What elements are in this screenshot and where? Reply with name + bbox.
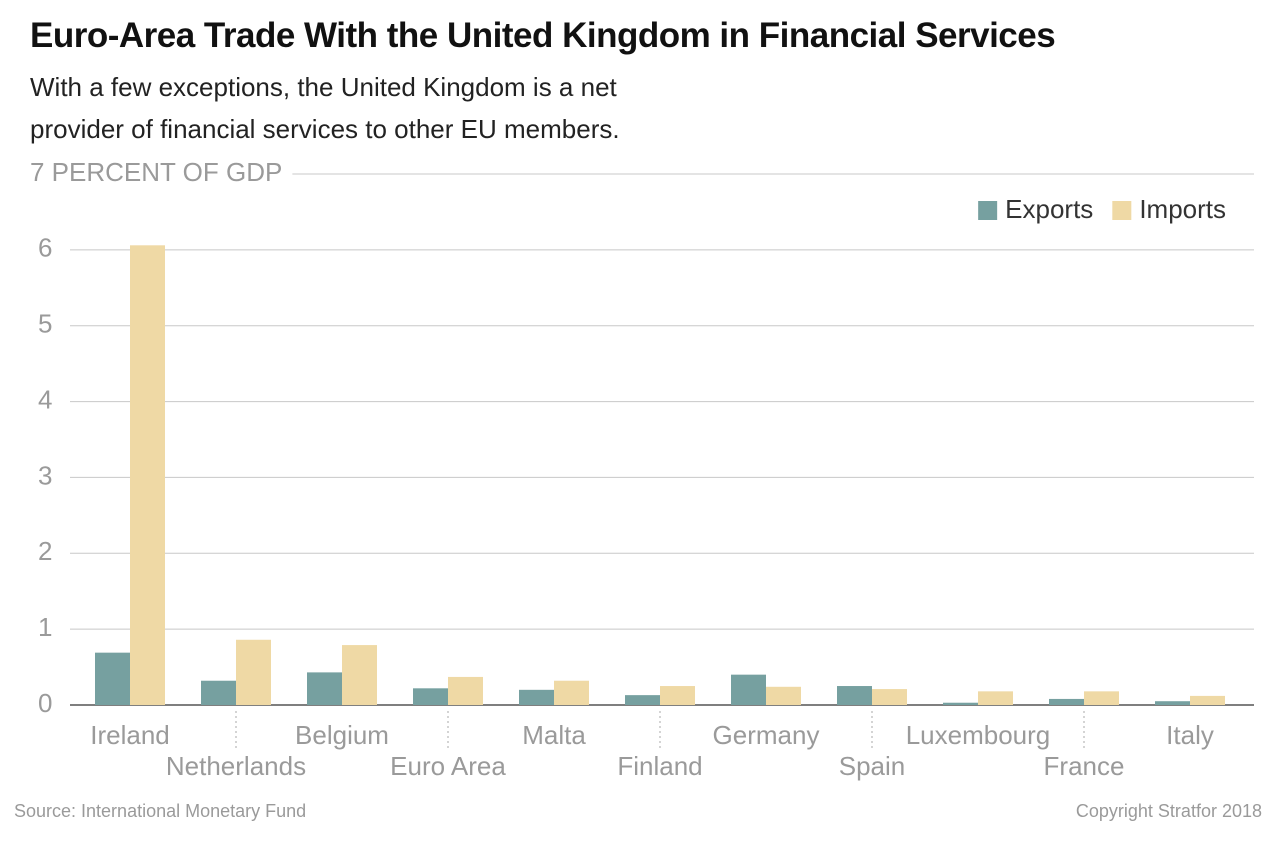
bar (1084, 691, 1119, 705)
bar (519, 689, 554, 705)
bar (943, 702, 978, 705)
copyright: Copyright Stratfor 2018 (1076, 801, 1262, 821)
x-tick-label: Malta (522, 720, 586, 750)
x-tick-label: Germany (713, 720, 820, 750)
bar (731, 674, 766, 705)
x-tick-label: Netherlands (166, 751, 306, 781)
bar (978, 691, 1013, 705)
bar (837, 686, 872, 705)
bar (766, 686, 801, 705)
legend-swatch (978, 201, 998, 220)
bar (307, 672, 342, 705)
legend-label: Imports (1139, 194, 1226, 224)
y-tick-label: 0 (38, 688, 52, 718)
bar (554, 680, 589, 705)
y-tick-label: 1 (38, 612, 52, 642)
y-tick-label: 7 PERCENT OF GDP (30, 157, 282, 187)
x-tick-label: Euro Area (390, 751, 506, 781)
x-tick-label: France (1044, 751, 1125, 781)
x-tick-label: Italy (1166, 720, 1214, 750)
x-tick-label: Luxembourg (906, 720, 1051, 750)
y-tick-label: 3 (38, 460, 52, 490)
bar (413, 688, 448, 705)
bar (872, 689, 907, 705)
bar (95, 652, 130, 705)
bar (236, 639, 271, 705)
bar (130, 245, 165, 705)
y-tick-label: 4 (38, 384, 52, 414)
bar (342, 645, 377, 705)
bar (625, 695, 660, 705)
bar (448, 676, 483, 705)
x-tick-label: Ireland (90, 720, 170, 750)
y-tick-label: 6 (38, 233, 52, 263)
y-tick-label: 2 (38, 536, 52, 566)
legend-label: Exports (1005, 194, 1093, 224)
x-tick-label: Spain (839, 751, 906, 781)
legend-swatch (1112, 201, 1132, 220)
bar (1190, 695, 1225, 705)
x-tick-label: Belgium (295, 720, 389, 750)
source: Source: International Monetary Fund (14, 801, 306, 821)
bar (201, 680, 236, 705)
bar (1049, 698, 1084, 705)
bar (1155, 701, 1190, 705)
chart-subtitle: With a few exceptions, the United Kingdo… (30, 72, 620, 144)
x-tick-label: Finland (617, 751, 702, 781)
chart-title: Euro-Area Trade With the United Kingdom … (30, 16, 1056, 55)
y-tick-label: 5 (38, 309, 52, 339)
bar (660, 686, 695, 705)
